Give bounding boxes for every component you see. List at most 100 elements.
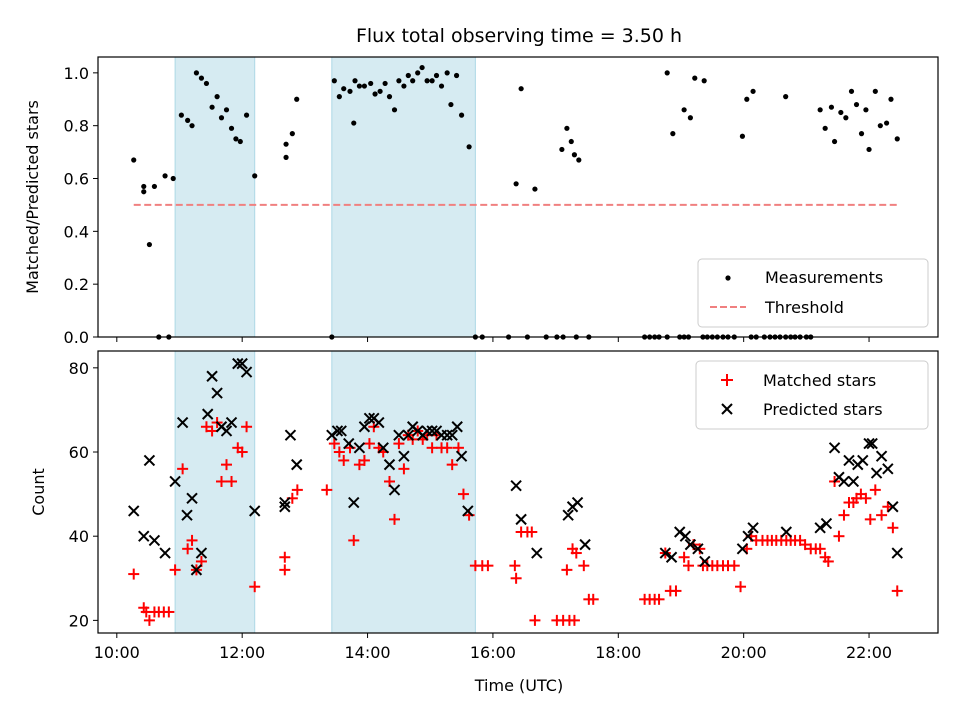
predicted-point: [201, 408, 214, 420]
predicted-point: [820, 517, 833, 530]
measurement-point: [361, 83, 368, 89]
predicted-point: [847, 475, 860, 488]
measurement-point: [410, 78, 416, 84]
matched-point: [441, 442, 453, 454]
matched-point: [398, 463, 410, 475]
x-tick-label: 16:00: [470, 643, 516, 662]
matched-point: [678, 551, 690, 563]
measurement-point: [252, 173, 258, 179]
measurement-point: [453, 72, 460, 79]
measurement-point: [382, 80, 388, 87]
predicted-point: [891, 547, 903, 559]
predicted-point: [462, 505, 474, 517]
top-legend-box: [697, 258, 929, 328]
measurement-point: [193, 70, 200, 76]
measurement-point: [739, 133, 746, 139]
matched-point: [333, 446, 345, 458]
legend-label-predicted: Predicted stars: [763, 400, 883, 419]
measurement-point: [341, 86, 347, 92]
bottom-panel-y-ticks: 20 40 60 80: [69, 359, 98, 630]
measurement-point: [405, 72, 411, 79]
measurement-point: [223, 107, 230, 113]
matched-point: [799, 539, 811, 551]
measurement-point: [744, 96, 750, 102]
measurement-point: [185, 117, 191, 123]
y-tick-label: 1.0: [64, 64, 89, 83]
measurement-point: [331, 78, 337, 84]
predicted-point: [446, 429, 458, 441]
matched-point: [393, 438, 405, 450]
predicted-point: [814, 522, 826, 534]
predicted-point: [383, 458, 396, 471]
matched-point: [279, 551, 291, 563]
predicted-point: [579, 538, 591, 551]
measurement-point: [750, 88, 756, 94]
predicted-point: [190, 564, 203, 576]
matched-point: [482, 560, 494, 572]
matched-point: [143, 614, 155, 626]
matched-point: [869, 484, 881, 496]
matched-point: [457, 488, 469, 500]
predicted-point: [870, 467, 883, 479]
predicted-point: [665, 551, 678, 563]
predicted-point: [169, 475, 181, 488]
measurement-point: [146, 241, 153, 248]
predicted-point: [377, 442, 389, 454]
measurement-point: [283, 141, 289, 147]
measurement-point: [853, 101, 860, 108]
measurement-point: [233, 136, 239, 142]
measurement-point: [838, 109, 844, 116]
measurement-point: [433, 72, 440, 79]
measurement-point: [294, 96, 300, 102]
matched-point: [206, 425, 218, 437]
matched-point: [864, 513, 876, 525]
predicted-point: [843, 454, 855, 467]
matched-point: [529, 614, 541, 626]
legend-label-measurements: Measurements: [765, 268, 883, 287]
matched-point: [426, 442, 438, 454]
predicted-point: [291, 458, 303, 471]
matched-point: [241, 421, 253, 433]
predicted-point: [138, 530, 150, 542]
y-tick-label: 0.8: [64, 117, 89, 136]
measurement-point: [189, 123, 195, 129]
matched-point: [182, 543, 194, 555]
predicted-point: [206, 370, 218, 382]
predicted-point: [353, 442, 366, 454]
matched-point: [568, 614, 580, 626]
matched-point: [838, 509, 850, 521]
top-panel-frame: [97, 56, 939, 338]
predicted-point: [659, 547, 672, 559]
predicted-point: [279, 496, 291, 509]
top-panel-y-axis-label: Matched/Predicted stars: [23, 100, 42, 294]
predicted-point: [348, 496, 360, 509]
predicted-point: [284, 429, 297, 441]
measurement-point: [576, 157, 582, 163]
measurement-point: [209, 104, 215, 110]
measurement-point: [664, 70, 670, 76]
matched-point: [128, 568, 140, 580]
matched-point: [226, 475, 238, 487]
predicted-point: [186, 492, 198, 505]
y-tick-label: 60: [69, 443, 89, 462]
predicted-point: [181, 509, 193, 521]
matched-point: [363, 438, 375, 450]
predicted-point: [128, 505, 140, 517]
matched-point: [446, 459, 458, 471]
legend-marker-measurements: [725, 275, 731, 281]
y-tick-label: 80: [69, 359, 89, 378]
measurement-point: [198, 75, 205, 81]
predicted-point: [143, 454, 156, 467]
predicted-point: [455, 450, 468, 462]
predicted-point: [211, 387, 223, 399]
measurement-point: [828, 104, 835, 110]
predicted-point: [838, 475, 850, 488]
matched-point: [328, 438, 340, 450]
bottom-panel-frame: [97, 350, 939, 634]
measurement-point: [243, 112, 250, 118]
matched-point: [570, 547, 582, 559]
predicted-point: [426, 425, 438, 437]
predicted-point: [393, 429, 405, 441]
